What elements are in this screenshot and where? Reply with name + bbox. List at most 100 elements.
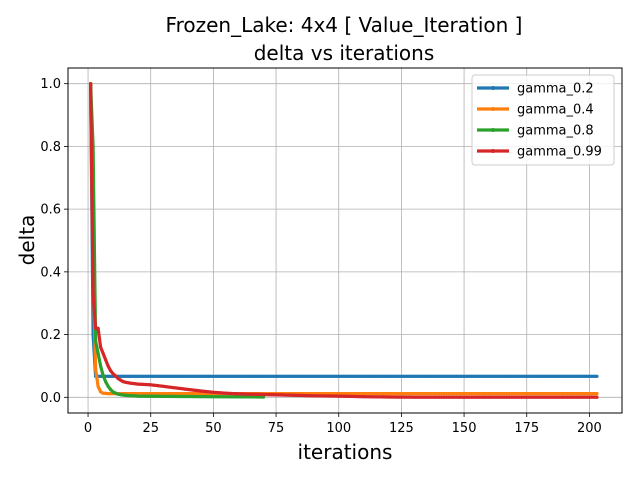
y-tick-label: 1.0 — [40, 77, 61, 92]
data-point — [495, 374, 499, 378]
y-tick-label: 0.0 — [40, 391, 61, 406]
data-point — [357, 392, 361, 396]
data-point — [362, 395, 366, 399]
data-point — [256, 374, 261, 378]
data-point — [520, 395, 524, 399]
data-point — [359, 392, 363, 396]
data-point — [510, 374, 514, 378]
data-point — [201, 374, 205, 378]
data-point — [209, 374, 213, 378]
data-point — [337, 392, 341, 396]
data-point — [535, 392, 539, 396]
data-point — [342, 392, 346, 396]
data-point — [221, 395, 225, 399]
data-point — [590, 395, 594, 399]
data-point — [595, 395, 599, 399]
data-point — [487, 374, 491, 378]
data-point — [289, 393, 293, 397]
data-point — [570, 392, 574, 396]
legend-marker — [491, 128, 495, 132]
data-point — [292, 374, 296, 378]
data-point — [204, 374, 208, 378]
data-point — [577, 392, 582, 396]
data-point — [472, 395, 476, 399]
data-point — [347, 392, 351, 396]
data-point — [111, 390, 115, 394]
data-point — [419, 395, 424, 399]
data-point — [372, 374, 376, 378]
data-point — [261, 374, 266, 378]
data-point — [497, 395, 501, 399]
data-point — [399, 395, 403, 399]
data-point — [154, 392, 158, 396]
data-point — [219, 374, 223, 378]
data-point — [266, 374, 271, 378]
data-point — [552, 395, 556, 399]
data-point — [432, 395, 436, 399]
data-point — [141, 394, 145, 398]
data-point — [246, 395, 251, 399]
data-point — [507, 374, 511, 378]
data-point — [407, 395, 411, 399]
data-point — [344, 374, 348, 378]
data-point — [181, 392, 185, 396]
data-point — [557, 392, 561, 396]
data-point — [577, 374, 582, 378]
data-point — [422, 395, 426, 399]
data-point — [527, 374, 531, 378]
data-point — [189, 392, 193, 396]
data-point — [206, 395, 210, 399]
data-point — [194, 395, 198, 399]
data-point — [151, 392, 155, 396]
data-point — [171, 374, 175, 378]
data-point — [517, 395, 521, 399]
data-point — [194, 374, 198, 378]
data-point — [292, 393, 296, 397]
data-point — [224, 395, 228, 399]
data-point — [159, 392, 163, 396]
data-point — [171, 386, 175, 390]
data-point — [515, 395, 519, 399]
data-point — [347, 394, 351, 398]
data-point — [349, 394, 353, 398]
data-point — [106, 384, 110, 388]
data-point — [106, 364, 110, 368]
data-point — [537, 374, 541, 378]
data-point — [156, 384, 160, 388]
data-point — [377, 374, 381, 378]
data-point — [582, 374, 587, 378]
data-point — [279, 374, 283, 378]
data-point — [502, 395, 506, 399]
data-point — [209, 395, 213, 399]
data-point — [126, 394, 130, 398]
data-point — [139, 374, 143, 378]
data-point — [214, 395, 218, 399]
data-point — [392, 392, 396, 396]
data-point — [109, 369, 113, 373]
data-point — [269, 393, 273, 397]
data-point — [417, 392, 421, 396]
data-point — [490, 395, 494, 399]
data-point — [104, 391, 108, 395]
data-point — [572, 392, 577, 396]
data-point — [575, 374, 579, 378]
data-point — [254, 395, 258, 399]
data-point — [236, 395, 241, 399]
data-point — [485, 392, 489, 396]
data-point — [429, 395, 434, 399]
legend-label: gamma_0.2 — [517, 82, 594, 97]
data-point — [467, 395, 471, 399]
data-point — [535, 395, 539, 399]
data-point — [439, 392, 444, 396]
data-point — [109, 374, 113, 378]
data-point — [101, 351, 105, 355]
data-point — [211, 395, 215, 399]
data-point — [239, 392, 243, 396]
legend-label: gamma_0.99 — [517, 145, 602, 160]
data-point — [512, 392, 516, 396]
data-point — [550, 395, 554, 399]
data-point — [542, 392, 546, 396]
data-point — [364, 374, 368, 378]
data-point — [231, 374, 235, 378]
data-point — [545, 392, 549, 396]
